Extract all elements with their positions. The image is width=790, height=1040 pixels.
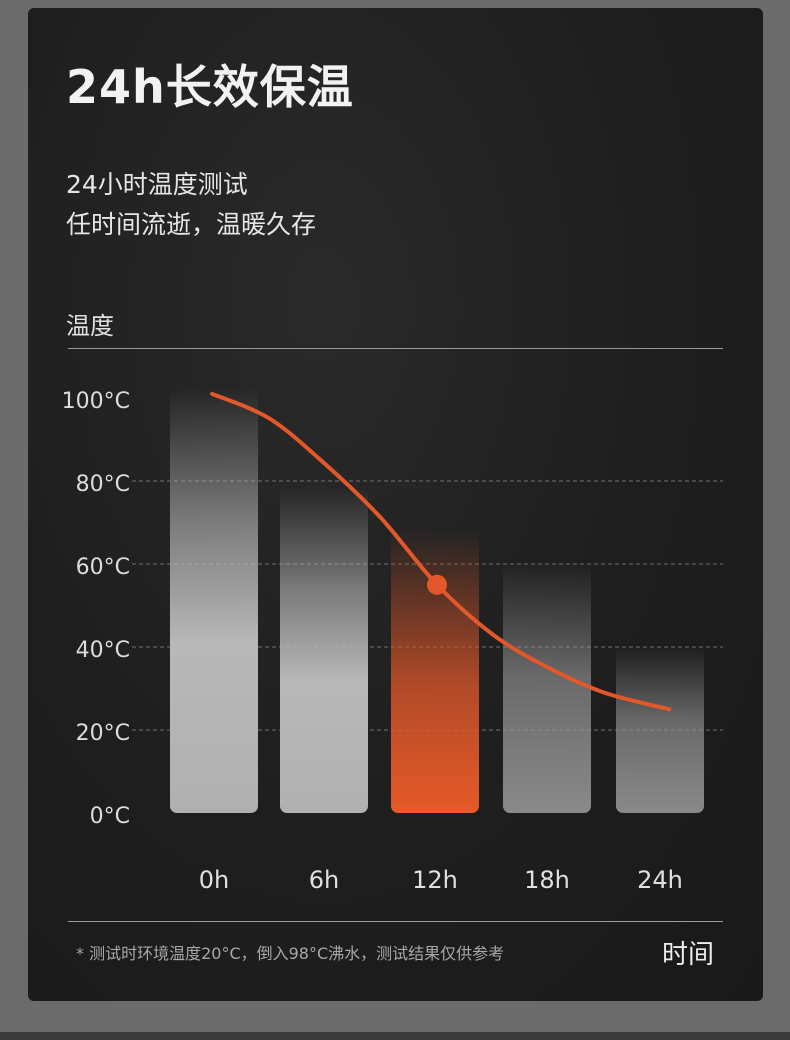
y-tick-label: 0°C (90, 804, 130, 829)
bottom-strip (0, 1032, 790, 1040)
subtitle-line-1: 24小时温度测试 (66, 170, 248, 199)
bar-18h (503, 562, 591, 813)
top-divider (68, 348, 723, 349)
x-tick-label: 0h (199, 866, 229, 894)
y-tick-label: 20°C (76, 721, 130, 746)
y-axis-label: 温度 (66, 312, 114, 340)
subtitle-line-2: 任时间流逝，温暖久存 (66, 210, 317, 239)
x-axis-label: 时间 (662, 940, 715, 970)
bottom-divider (68, 921, 723, 922)
page-title: 24h长效保温 (66, 60, 354, 114)
x-tick-label: 6h (309, 866, 339, 894)
y-tick-label: 40°C (76, 638, 130, 663)
bar-6h (280, 487, 368, 813)
chart-card (28, 8, 763, 1001)
bar-12h (391, 529, 479, 813)
y-tick-label: 100°C (62, 389, 130, 414)
x-tick-label: 12h (412, 866, 458, 894)
x-tick-label: 18h (524, 866, 570, 894)
bar-24h (616, 645, 704, 813)
y-tick-label: 80°C (76, 472, 130, 497)
y-tick-label: 60°C (76, 555, 130, 580)
curve-marker (427, 574, 447, 595)
footnote: * 测试时环境温度20°C，倒入98°C沸水，测试结果仅供参考 (76, 944, 505, 963)
x-tick-label: 24h (637, 866, 683, 894)
bar-0h (170, 388, 258, 813)
